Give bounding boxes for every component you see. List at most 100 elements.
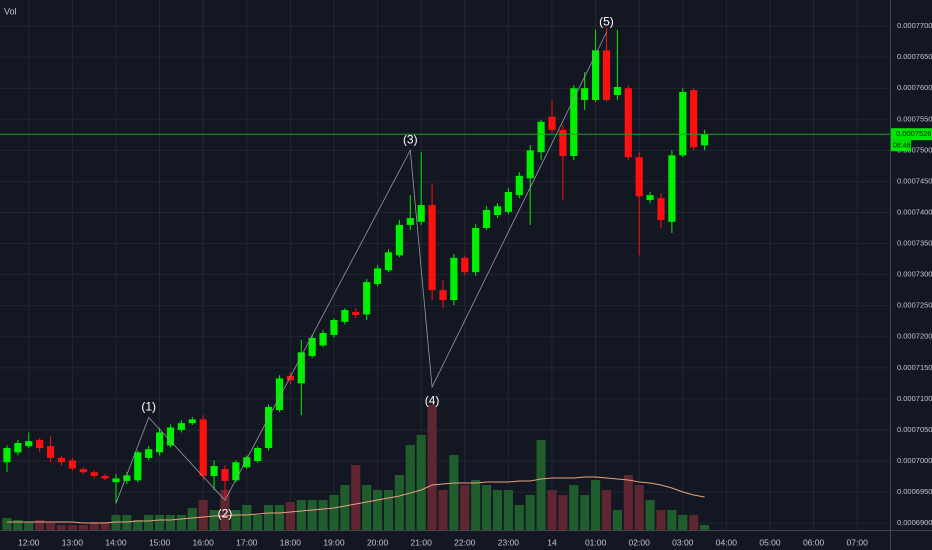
candle-body <box>417 205 425 222</box>
volume-bar <box>656 510 666 530</box>
volume-bar <box>274 505 285 530</box>
x-tick-label: 22:00 <box>454 537 476 547</box>
x-tick-label: 23:00 <box>498 537 520 547</box>
volume-bar <box>525 495 535 530</box>
candle-body <box>112 478 120 483</box>
volume-bar <box>264 505 274 530</box>
candle-body <box>439 290 447 301</box>
volume-bar <box>449 455 459 530</box>
candle-body <box>526 150 534 179</box>
volume-bar <box>209 510 219 530</box>
volume-bar <box>100 522 110 530</box>
volume-bar <box>176 515 186 530</box>
candle-body <box>199 419 207 476</box>
volume-bar <box>580 495 590 530</box>
volume-bar <box>242 505 252 530</box>
y-tick-label: 0.0007650 <box>897 52 932 61</box>
x-tick-label: 16:00 <box>193 537 215 547</box>
wave-label: (3) <box>403 133 418 147</box>
candle-body <box>297 352 305 384</box>
candle-body <box>646 195 654 201</box>
volume-bar <box>678 515 688 530</box>
candle-body <box>570 88 578 156</box>
volume-bar <box>155 515 165 530</box>
candle-body <box>559 129 567 156</box>
candle-body <box>624 88 632 158</box>
candle-body <box>537 121 545 153</box>
x-tick-label: 20:00 <box>367 537 389 547</box>
candle-body <box>25 441 33 447</box>
volume-bar <box>689 515 699 530</box>
volume-bar <box>89 522 99 530</box>
price-badge <box>891 128 932 141</box>
volume-bar <box>45 522 56 530</box>
y-tick-label: 0.0007100 <box>897 394 932 403</box>
volume-bar <box>514 505 524 530</box>
x-tick-label: 14 <box>547 537 557 547</box>
candle-body <box>461 257 469 273</box>
candle-body <box>166 427 175 446</box>
volume-bar <box>165 515 176 530</box>
candle-body <box>668 155 676 222</box>
x-tick-label: 14:00 <box>105 537 127 547</box>
x-tick-label: 03:00 <box>672 537 694 547</box>
volume-bar <box>558 495 568 530</box>
y-tick-label: 0.0007500 <box>897 145 932 154</box>
volume-bar <box>383 490 394 530</box>
y-tick-label: 0.0006950 <box>897 487 932 496</box>
wave-label: (1) <box>141 400 156 414</box>
candle-body <box>264 406 273 448</box>
x-tick-label: 05:00 <box>759 537 781 547</box>
candle-body <box>330 319 338 335</box>
volume-bar <box>394 475 404 530</box>
y-tick-label: 0.0007300 <box>897 270 932 279</box>
volume-bar <box>601 490 612 530</box>
candle-body <box>657 198 665 220</box>
candle-body <box>155 432 164 453</box>
volume-bar <box>351 465 361 530</box>
candle-body <box>363 282 371 315</box>
candle-body <box>472 228 480 273</box>
candle-body <box>90 472 98 476</box>
candle-body <box>275 378 284 411</box>
candle-body <box>504 191 512 212</box>
candle-body <box>428 205 436 291</box>
candle-body <box>635 157 643 197</box>
wave-label: (2) <box>218 506 233 520</box>
candle-body <box>406 218 414 225</box>
y-tick-label: 0.0007150 <box>897 363 932 372</box>
volume-bar <box>24 522 34 530</box>
candle-body <box>679 91 687 156</box>
y-tick-label: 0.0007000 <box>897 456 932 465</box>
y-tick-label: 0.0007550 <box>897 114 932 123</box>
volume-bar <box>700 525 710 530</box>
candle-body <box>613 86 621 96</box>
volume-bar <box>427 405 437 530</box>
y-tick-label: 0.0007250 <box>897 301 932 310</box>
volume-ma-line <box>6 476 705 524</box>
countdown-badge <box>891 140 911 152</box>
x-tick-label: 17:00 <box>236 537 258 547</box>
volume-bar <box>591 480 601 530</box>
candle-body <box>254 447 262 462</box>
candle-body <box>101 475 109 479</box>
candle-body <box>515 175 523 196</box>
x-tick-label: 01:00 <box>585 537 607 547</box>
x-tick-label: 19:00 <box>323 537 345 547</box>
candle-body <box>341 310 349 322</box>
volume-bar <box>340 485 350 530</box>
y-tick-label: 0.0007350 <box>897 239 932 248</box>
volume-bar <box>307 500 317 530</box>
volume-bar <box>329 495 339 530</box>
x-tick-label: 15:00 <box>149 537 171 547</box>
candle-body <box>36 439 44 448</box>
candle-body <box>581 88 589 101</box>
volume-bar <box>285 502 295 530</box>
volume-bar <box>56 525 67 530</box>
volume-bar <box>187 508 197 530</box>
volume-bar <box>492 490 503 530</box>
y-tick-label: 0.0007600 <box>897 83 932 92</box>
y-tick-label: 0.0007450 <box>897 176 932 185</box>
y-tick-label: 0.0006900 <box>897 518 932 527</box>
candle-body <box>221 469 229 481</box>
